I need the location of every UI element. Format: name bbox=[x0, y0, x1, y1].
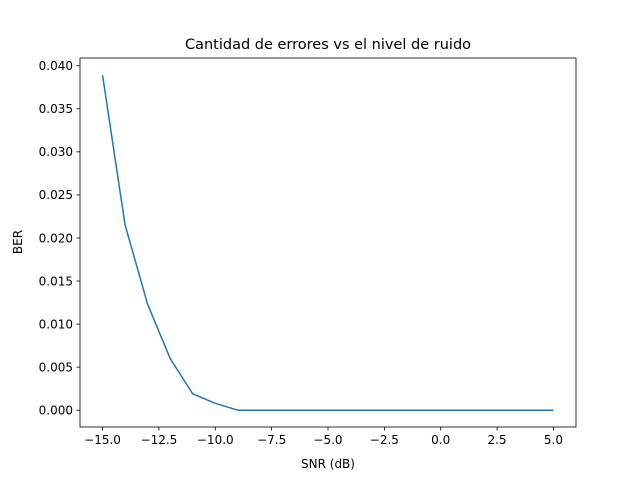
y-tick-label: 0.035 bbox=[39, 102, 73, 116]
series-line-0 bbox=[101, 75, 554, 411]
y-tick-label: 0.010 bbox=[39, 317, 73, 331]
x-tick-label: −12.5 bbox=[141, 433, 178, 447]
x-tick-label: 0.0 bbox=[431, 433, 450, 447]
x-tick-label: −7.5 bbox=[257, 433, 286, 447]
y-tick-label: 0.025 bbox=[39, 188, 73, 202]
x-tick-label: −15.0 bbox=[84, 433, 121, 447]
y-tick-label: 0.005 bbox=[39, 360, 73, 374]
x-tick-label: 5.0 bbox=[544, 433, 563, 447]
chart-title: Cantidad de errores vs el nivel de ruido bbox=[185, 37, 471, 53]
x-tick-label: −10.0 bbox=[197, 433, 234, 447]
x-tick-label: −2.5 bbox=[370, 433, 399, 447]
x-tick-label: −5.0 bbox=[313, 433, 342, 447]
y-tick-label: 0.030 bbox=[39, 145, 73, 159]
y-tick-label: 0.015 bbox=[39, 274, 73, 288]
y-tick-label: 0.020 bbox=[39, 231, 73, 245]
y-tick-label: 0.040 bbox=[39, 59, 73, 73]
axes-frame bbox=[79, 57, 577, 428]
y-axis-label: BER bbox=[11, 230, 25, 254]
plot-area: −15.0 −12.5 −10.0 −7.5 −5.0 −2.5 0.0 2.5 5.0 0.00… bbox=[39, 57, 577, 447]
x-axis-label: SNR (dB) bbox=[301, 457, 355, 471]
y-tick-label: 0.000 bbox=[39, 404, 73, 418]
x-tick-label: 2.5 bbox=[488, 433, 507, 447]
